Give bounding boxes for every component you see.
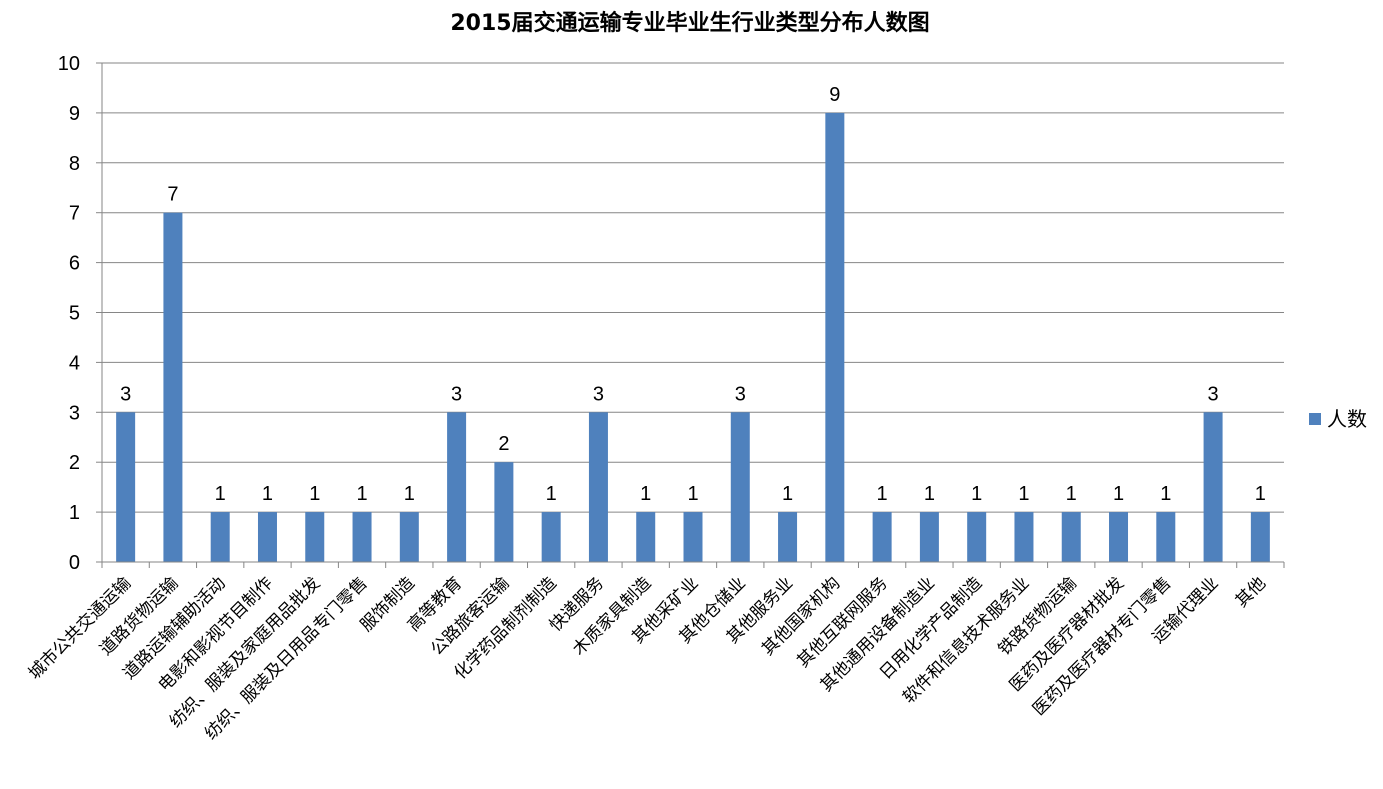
bar bbox=[1014, 512, 1034, 562]
data-label: 3 bbox=[451, 383, 462, 405]
data-label: 2 bbox=[498, 433, 509, 455]
bar bbox=[163, 212, 183, 562]
data-label: 1 bbox=[924, 483, 935, 505]
data-label: 7 bbox=[167, 184, 178, 206]
bar bbox=[1203, 412, 1223, 562]
bar bbox=[967, 512, 987, 562]
data-label: 3 bbox=[735, 383, 746, 405]
data-label: 1 bbox=[640, 483, 651, 505]
y-tick-label: 0 bbox=[69, 552, 80, 574]
data-label: 3 bbox=[1208, 383, 1219, 405]
bar bbox=[730, 412, 750, 562]
bar bbox=[352, 512, 372, 562]
data-label: 1 bbox=[1066, 483, 1077, 505]
data-label: 1 bbox=[782, 483, 793, 505]
data-label: 1 bbox=[404, 483, 415, 505]
data-label: 1 bbox=[687, 483, 698, 505]
data-label: 1 bbox=[356, 483, 367, 505]
y-tick-label: 10 bbox=[58, 53, 80, 75]
data-label: 1 bbox=[971, 483, 982, 505]
y-tick-label: 3 bbox=[69, 402, 80, 424]
bar bbox=[494, 462, 514, 562]
data-label: 1 bbox=[215, 483, 226, 505]
bar bbox=[778, 512, 798, 562]
bar bbox=[683, 512, 703, 562]
bar bbox=[305, 512, 325, 562]
bar bbox=[447, 412, 467, 562]
bar bbox=[1109, 512, 1129, 562]
bar bbox=[1061, 512, 1081, 562]
x-axis-tick-labels: 城市公共交通运输道路货物运输道路运输辅助活动电影和影视节目制作纺织、服装及家庭用… bbox=[25, 573, 1270, 743]
bar bbox=[399, 512, 419, 562]
data-label: 3 bbox=[593, 383, 604, 405]
y-tick-label: 4 bbox=[69, 352, 80, 374]
data-label: 1 bbox=[262, 483, 273, 505]
bar bbox=[919, 512, 939, 562]
bar bbox=[210, 512, 230, 562]
bar bbox=[257, 512, 277, 562]
y-tick-label: 8 bbox=[69, 153, 80, 175]
legend-swatch bbox=[1309, 413, 1321, 425]
bar bbox=[541, 512, 561, 562]
data-label: 1 bbox=[877, 483, 888, 505]
data-label: 9 bbox=[829, 84, 840, 106]
bar bbox=[116, 412, 136, 562]
bar bbox=[825, 112, 845, 563]
bar bbox=[1156, 512, 1176, 562]
y-tick-label: 6 bbox=[69, 253, 80, 275]
data-label: 1 bbox=[546, 483, 557, 505]
y-tick-label: 5 bbox=[69, 303, 80, 325]
legend-label: 人数 bbox=[1327, 407, 1367, 431]
axes bbox=[101, 63, 1285, 568]
x-tick-label: 其他 bbox=[1232, 573, 1270, 611]
data-label: 3 bbox=[120, 383, 131, 405]
chart-title: 2015届交通运输专业毕业生行业类型分布人数图 bbox=[450, 10, 929, 36]
data-label: 1 bbox=[309, 483, 320, 505]
gridlines bbox=[96, 62, 1284, 563]
data-label: 1 bbox=[1113, 483, 1124, 505]
bars bbox=[116, 112, 1270, 563]
y-tick-label: 7 bbox=[69, 203, 80, 225]
y-tick-label: 1 bbox=[69, 502, 80, 524]
bar bbox=[1250, 512, 1270, 562]
y-axis-tick-labels: 0 1 2 3 4 5 6 7 8 9 10 bbox=[58, 53, 80, 574]
y-tick-label: 2 bbox=[69, 452, 80, 474]
data-label: 1 bbox=[1255, 483, 1266, 505]
bar bbox=[636, 512, 656, 562]
legend: 人数 bbox=[1309, 407, 1367, 431]
data-label: 1 bbox=[1160, 483, 1171, 505]
y-tick-label: 9 bbox=[69, 103, 80, 125]
data-label: 1 bbox=[1018, 483, 1029, 505]
bar bbox=[872, 512, 892, 562]
bar bbox=[588, 412, 608, 562]
